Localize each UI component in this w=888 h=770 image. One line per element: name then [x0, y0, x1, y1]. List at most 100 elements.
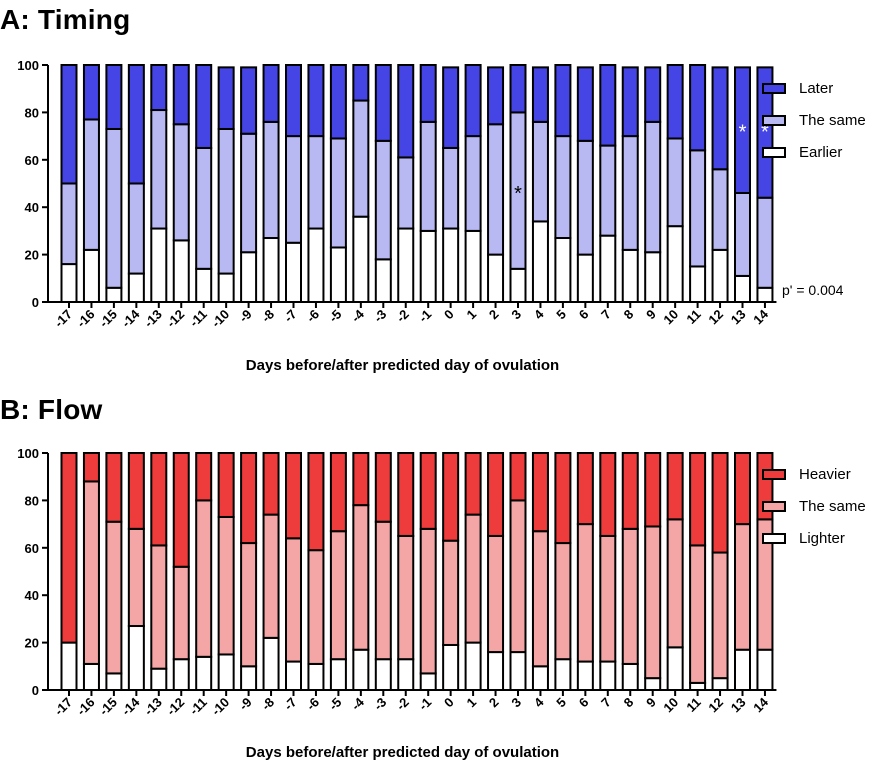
timing-bar-the-same-14	[756, 196, 774, 289]
flow-bar-heavier-11	[689, 452, 707, 547]
flow-x-tick-label: -12	[163, 695, 187, 719]
timing-panel: 0 20 40 60 80 100 -17 -16 -15 -14 -13 -12 -11 -10 -9 -8…	[0, 4, 866, 374]
timing-bar-later-6	[307, 64, 325, 138]
timing-bar-later-8	[262, 64, 280, 123]
timing-x-tick-label: 5	[553, 307, 569, 323]
timing-bar-earlier-6	[307, 227, 325, 303]
flow-y-tick-label: 40	[25, 588, 39, 603]
timing-y-tick-label: 0	[32, 295, 39, 310]
flow-bar-heavier-14	[127, 452, 145, 530]
flow-x-tick-label: 11	[683, 695, 703, 715]
flow-bar-heavier-2	[487, 452, 505, 537]
flow-bar-lighter-4	[352, 648, 370, 691]
timing-bar-the-same-11	[689, 149, 707, 268]
flow-bar-the-same-0	[442, 539, 460, 646]
timing-legend-same: The same	[762, 104, 866, 136]
timing-x-axis-title: Days before/after predicted day of ovula…	[245, 357, 560, 374]
flow-bar-heavier-8	[262, 452, 280, 516]
flow-x-tick-label: 0	[441, 695, 457, 711]
flow-bar-lighter-13	[150, 667, 168, 692]
flow-panel: 0 20 40 60 80 100 -17 -16 -15 -14 -13 -12 -11 -10 -9 -8…	[0, 385, 888, 770]
flow-bar-heavier-0	[442, 452, 460, 542]
timing-bar-the-same-8	[262, 120, 280, 240]
flow-bar-heavier-13	[734, 452, 751, 526]
flow-x-tick-label: 10	[660, 695, 681, 716]
flow-bar-heavier-6	[307, 452, 325, 552]
timing-bar-later-6	[576, 66, 594, 142]
flow-bar-the-same-2	[487, 534, 505, 654]
timing-bar-the-same-17	[60, 182, 78, 266]
timing-bar-earlier-14	[127, 272, 145, 303]
timing-x-tick-label: -9	[236, 307, 255, 326]
timing-x-tick-label: -1	[416, 307, 435, 326]
timing-bar-earlier-5	[554, 237, 572, 303]
timing-legend: Later The same Earlier	[762, 72, 866, 168]
timing-bar-earlier-1	[419, 229, 437, 303]
flow-x-tick-label: -4	[348, 694, 367, 713]
flow-bar-lighter-10	[217, 653, 235, 692]
timing-bar-the-same-1	[419, 120, 437, 232]
flow-bar-the-same-13	[150, 544, 168, 670]
timing-bar-earlier-8	[621, 248, 639, 303]
timing-bar-later-17	[60, 64, 78, 185]
flow-bar-lighter-16	[82, 662, 100, 691]
timing-bar-the-same-11	[195, 146, 213, 270]
flow-bar-lighter-14	[756, 648, 774, 691]
timing-significance-star-13: *	[739, 121, 747, 143]
flow-bar-lighter-1	[464, 641, 482, 692]
timing-bar-later-2	[397, 64, 415, 159]
flow-bar-the-same-1	[464, 513, 482, 644]
timing-significance-star-14: *	[761, 121, 769, 143]
timing-bar-later-12	[172, 64, 190, 126]
flow-bar-heavier-10	[666, 452, 684, 521]
timing-x-tick-label: 14	[750, 306, 771, 327]
flow-bar-lighter-14	[127, 625, 145, 691]
timing-x-tick-label: 2	[486, 307, 502, 323]
flow-bar-heavier-1	[419, 452, 437, 530]
timing-legend-same-label: The same	[799, 111, 866, 129]
timing-bar-earlier-5	[329, 246, 347, 304]
timing-x-tick-label: -11	[186, 307, 209, 330]
flow-bar-lighter-2	[487, 651, 505, 691]
timing-bar-later-3	[509, 64, 527, 114]
timing-x-tick-label: -16	[74, 307, 98, 331]
timing-x-tick-label: -13	[141, 307, 165, 331]
flow-bar-heavier-9	[240, 452, 258, 545]
timing-bar-the-same-13	[150, 109, 168, 230]
timing-x-tick-label: -5	[326, 307, 345, 326]
timing-bar-later-12	[711, 66, 729, 171]
timing-x-tick-label: -4	[348, 306, 367, 325]
timing-bar-the-same-2	[487, 123, 505, 256]
timing-bar-earlier-11	[195, 267, 213, 304]
flow-x-tick-label: -3	[371, 695, 390, 714]
flow-bar-lighter-13	[734, 648, 751, 691]
flow-bar-lighter-0	[442, 643, 460, 691]
flow-x-tick-label: 5	[553, 695, 569, 711]
flow-x-tick-label: -10	[208, 695, 232, 719]
timing-bar-the-same-8	[621, 135, 639, 251]
timing-y-tick-label: 40	[25, 200, 39, 215]
flow-bar-heavier-6	[576, 452, 594, 526]
flow-bar-the-same-7	[599, 534, 617, 663]
flow-bar-lighter-17	[60, 641, 78, 692]
timing-bar-later-1	[464, 64, 482, 138]
timing-bar-earlier-8	[262, 237, 280, 303]
flow-y-tick-label: 80	[25, 493, 39, 508]
flow-bar-lighter-10	[666, 646, 684, 691]
flow-bar-heavier-10	[217, 452, 235, 518]
timing-bar-earlier-16	[82, 248, 100, 303]
timing-legend-later-label: Later	[799, 79, 834, 97]
flow-bar-lighter-7	[599, 660, 617, 691]
timing-bar-the-same-10	[217, 127, 235, 275]
timing-bar-later-2	[487, 66, 505, 126]
flow-legend-lighter-label: Lighter	[799, 529, 845, 547]
timing-bar-the-same-6	[307, 135, 325, 230]
timing-x-tick-label: 12	[705, 307, 726, 328]
flow-x-tick-label: -15	[96, 695, 120, 719]
flow-bar-the-same-10	[217, 515, 235, 656]
flow-bar-the-same-6	[307, 549, 325, 665]
timing-bar-the-same-9	[240, 132, 258, 254]
timing-legend-later-swatch	[762, 82, 786, 94]
